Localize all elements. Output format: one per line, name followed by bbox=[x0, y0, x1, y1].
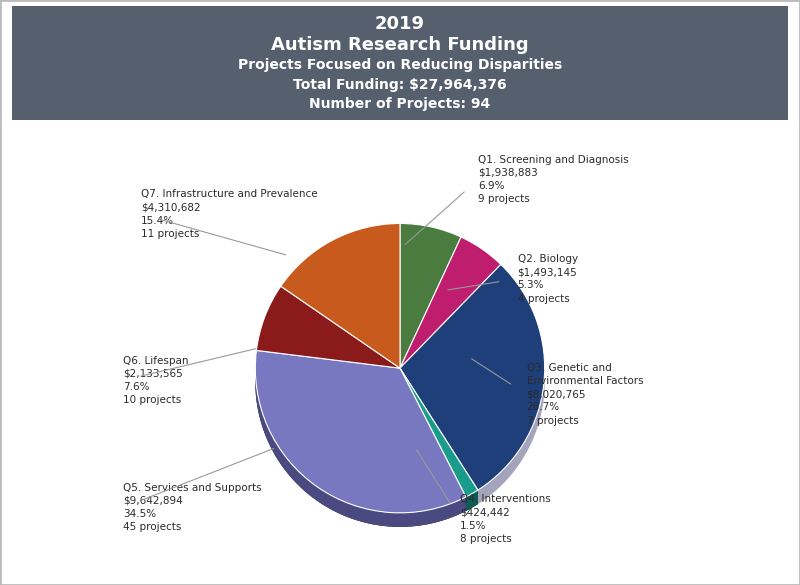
Text: Q3. Genetic and
Environmental Factors
$8,020,765
28.7%
7 projects: Q3. Genetic and Environmental Factors $8… bbox=[526, 363, 643, 426]
Text: Q4. Interventions
$424,442
1.5%
8 projects: Q4. Interventions $424,442 1.5% 8 projec… bbox=[460, 494, 551, 544]
Text: Total Funding: $27,964,376: Total Funding: $27,964,376 bbox=[293, 78, 507, 92]
Polygon shape bbox=[255, 366, 466, 527]
Text: Number of Projects: 94: Number of Projects: 94 bbox=[310, 97, 490, 111]
Text: Q7. Infrastructure and Prevalence
$4,310,682
15.4%
11 projects: Q7. Infrastructure and Prevalence $4,310… bbox=[141, 190, 318, 239]
Text: Q1. Screening and Diagnosis
$1,938,883
6.9%
9 projects: Q1. Screening and Diagnosis $1,938,883 6… bbox=[478, 154, 629, 204]
Wedge shape bbox=[255, 350, 466, 513]
Polygon shape bbox=[255, 370, 478, 527]
Polygon shape bbox=[466, 490, 478, 511]
Text: Autism Research Funding: Autism Research Funding bbox=[271, 36, 529, 54]
Wedge shape bbox=[400, 264, 545, 490]
Wedge shape bbox=[400, 368, 478, 497]
Text: Q6. Lifespan
$2,133,565
7.6%
10 projects: Q6. Lifespan $2,133,565 7.6% 10 projects bbox=[122, 356, 188, 405]
Text: Q5. Services and Supports
$9,642,894
34.5%
45 projects: Q5. Services and Supports $9,642,894 34.… bbox=[122, 483, 262, 532]
Text: 2019: 2019 bbox=[375, 15, 425, 33]
Wedge shape bbox=[400, 237, 501, 368]
Polygon shape bbox=[255, 368, 545, 527]
Text: Q2. Biology
$1,493,145
5.3%
4 projects: Q2. Biology $1,493,145 5.3% 4 projects bbox=[518, 254, 578, 304]
Wedge shape bbox=[257, 286, 400, 368]
Wedge shape bbox=[400, 223, 461, 368]
Wedge shape bbox=[281, 223, 400, 368]
Text: Projects Focused on Reducing Disparities: Projects Focused on Reducing Disparities bbox=[238, 58, 562, 72]
